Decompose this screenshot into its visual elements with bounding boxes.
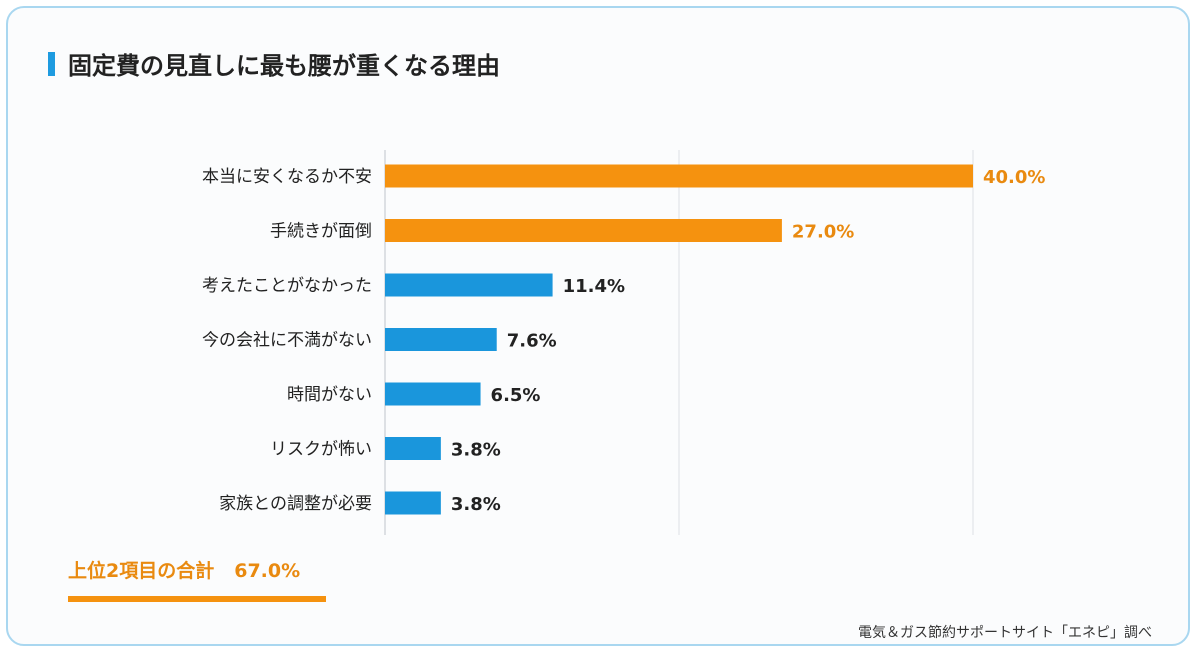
- value-label: 3.8%: [451, 494, 501, 515]
- category-label: 手続きが面倒: [270, 222, 372, 242]
- bar: [385, 219, 782, 242]
- value-label: 27.0%: [792, 222, 854, 243]
- bar: [385, 328, 497, 351]
- value-label: 3.8%: [451, 440, 501, 461]
- summary-value: 67.0%: [234, 560, 301, 582]
- summary-underline: [68, 596, 326, 602]
- bar: [385, 437, 441, 460]
- value-label: 11.4%: [563, 276, 625, 297]
- value-label: 40.0%: [983, 167, 1045, 188]
- title-accent-bar: [48, 52, 55, 76]
- bar: [385, 273, 553, 297]
- bar: [385, 164, 973, 188]
- category-label: 考えたことがなかった: [202, 276, 372, 296]
- value-label: 7.6%: [507, 331, 557, 352]
- bar: [385, 491, 441, 515]
- category-label: 時間がない: [287, 385, 372, 405]
- value-label: 6.5%: [491, 385, 541, 406]
- top2-summary: 上位2項目の合計 67.0%: [68, 556, 300, 583]
- summary-label: 上位2項目の合計: [68, 560, 215, 582]
- category-label: 今の会社に不満がない: [202, 331, 372, 351]
- category-label: 本当に安くなるか不安: [202, 167, 372, 187]
- category-label: リスクが怖い: [270, 440, 372, 460]
- bar: [385, 382, 481, 406]
- chart-card: [6, 6, 1190, 646]
- category-label: 家族との調整が必要: [219, 494, 372, 514]
- chart-title: 固定費の見直しに最も腰が重くなる理由: [68, 52, 500, 80]
- source-credit: 電気＆ガス節約サポートサイト「エネピ」調べ: [858, 625, 1152, 641]
